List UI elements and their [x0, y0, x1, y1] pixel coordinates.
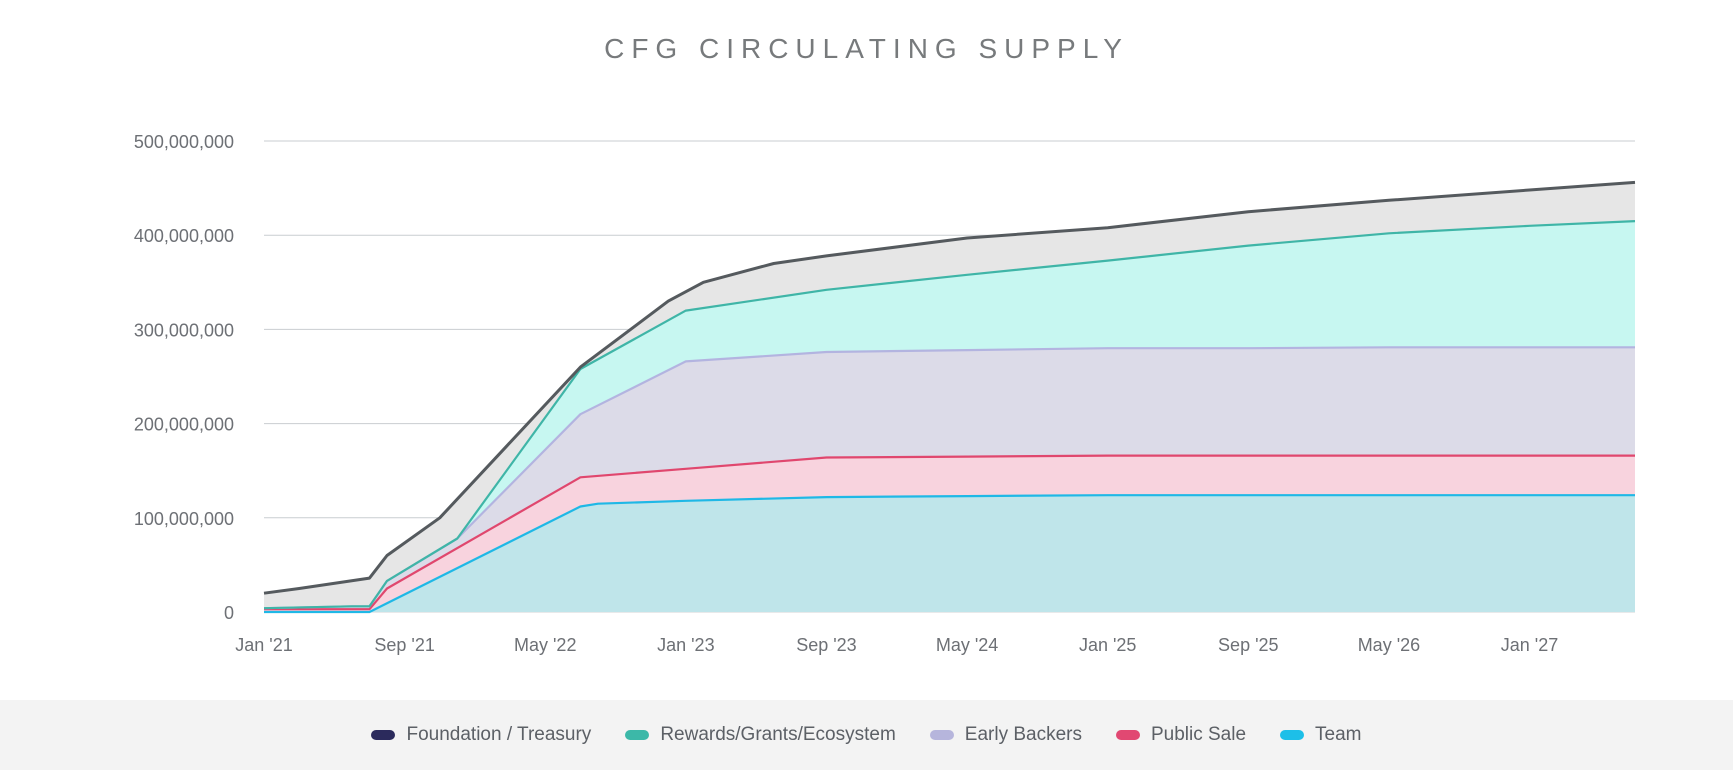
y-tick-label: 0 [224, 603, 234, 623]
x-tick-label: Jan '23 [657, 635, 714, 655]
legend-label: Rewards/Grants/Ecosystem [660, 724, 896, 745]
legend: Foundation / Treasury Rewards/Grants/Eco… [0, 700, 1733, 770]
y-axis-ticks: 0 100,000,000 200,000,000 300,000,000 400,00… [134, 132, 234, 623]
y-tick-label: 300,000,000 [134, 320, 234, 340]
legend-item-foundation-treasury[interactable]: Foundation / Treasury [371, 724, 591, 746]
series-lines [263, 180, 1636, 614]
series-areas [264, 182, 1635, 612]
legend-label: Team [1315, 724, 1362, 745]
legend-item-public-sale[interactable]: Public Sale [1115, 724, 1247, 746]
x-tick-label: Jan '27 [1501, 635, 1558, 655]
x-tick-label: Jan '25 [1079, 635, 1136, 655]
x-tick-label: Sep '25 [1218, 635, 1279, 655]
area-team [264, 495, 1635, 612]
x-axis-ticks: Jan '21 Sep '21 May '22 Jan '23 Sep '23 May '… [235, 635, 1558, 655]
x-tick-label: Sep '21 [374, 635, 435, 655]
legend-swatch [1115, 730, 1140, 740]
line-team [264, 494, 1635, 614]
legend-item-early-backers[interactable]: Early Backers [929, 724, 1082, 746]
y-tick-label: 500,000,000 [134, 132, 234, 152]
legend-item-team[interactable]: Team [1280, 724, 1362, 746]
x-tick-label: May '26 [1358, 635, 1420, 655]
area-chart: 0 100,000,000 200,000,000 300,000,000 400,00… [134, 132, 1636, 655]
chart-title: CFG CIRCULATING SUPPLY [604, 33, 1129, 64]
x-tick-label: May '22 [514, 635, 576, 655]
x-tick-label: Sep '23 [796, 635, 857, 655]
line-public-sale [264, 454, 1635, 611]
x-tick-label: Jan '21 [235, 635, 292, 655]
legend-swatch [929, 730, 954, 740]
legend-label: Public Sale [1150, 724, 1247, 745]
y-tick-label: 200,000,000 [134, 415, 234, 435]
line-rewards-grants-ecosystem [263, 220, 1636, 610]
legend-label: Foundation / Treasury [406, 724, 592, 745]
legend-label: Early Backers [964, 724, 1082, 745]
y-tick-label: 400,000,000 [134, 226, 234, 246]
legend-item-rewards-grants-ecosystem[interactable]: Rewards/Grants/Ecosystem [625, 724, 896, 746]
line-foundation-treasury [263, 180, 1636, 595]
y-tick-label: 100,000,000 [134, 509, 234, 529]
legend-swatch [625, 730, 650, 740]
legend-swatch [371, 730, 396, 740]
x-tick-label: May '24 [936, 635, 998, 655]
legend-swatch [1280, 730, 1305, 740]
